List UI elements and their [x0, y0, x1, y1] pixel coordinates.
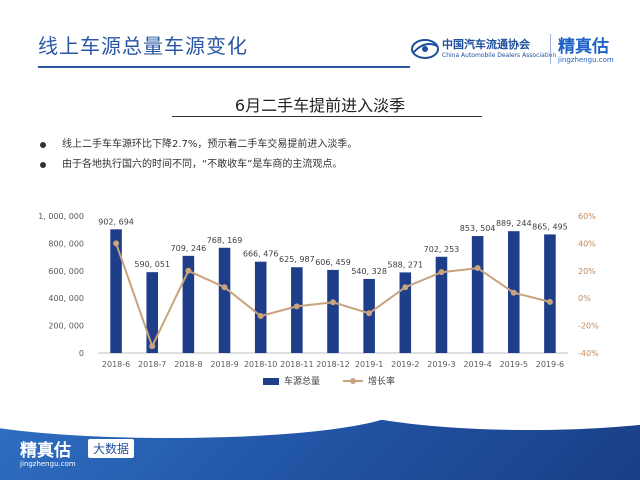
growth-point: [510, 289, 517, 296]
logo-divider: [550, 34, 551, 64]
y-left-tick-label: 200, 000: [48, 322, 84, 331]
y-right-tick-label: -20%: [578, 322, 599, 331]
growth-point: [257, 313, 264, 320]
x-tick-label: 2018-7: [138, 360, 166, 369]
bullet-item: 线上二手车车源环比下降2.7%，预示着二手车交易提前进入淡季。: [40, 138, 357, 158]
bar-data-label: 606, 459: [315, 258, 351, 267]
bar-data-label: 666, 476: [243, 250, 279, 259]
bar: [291, 267, 303, 353]
jingzhengu-logo: 精真估 jingzhengu.com: [558, 32, 614, 64]
bar-data-label: 853, 504: [460, 224, 496, 233]
growth-point: [330, 299, 336, 306]
bar: [218, 247, 231, 353]
legend-line-marker: [350, 378, 356, 384]
y-right-tick-label: 0%: [578, 294, 591, 303]
bar-data-label: 709, 246: [171, 244, 207, 253]
y-left-tick-label: 800, 000: [48, 239, 84, 248]
legend-bar-swatch: [263, 378, 279, 385]
caada-logo: 中国汽车流通协会 China Automobile Dealers Associ…: [410, 34, 556, 66]
x-tick-label: 2019-2: [391, 360, 419, 369]
bar: [471, 236, 484, 353]
footer-logo-en: jingzhengu.com: [20, 460, 76, 468]
footer-logo-cn: 精真估: [20, 441, 71, 461]
x-tick-label: 2018-6: [102, 360, 130, 369]
y-left-tick-label: 400, 000: [48, 294, 84, 303]
bar-data-label: 702, 253: [424, 245, 460, 254]
bar: [399, 272, 412, 353]
bar-data-label: 768, 169: [207, 236, 243, 245]
x-tick-label: 2018-8: [174, 360, 202, 369]
bullet-dot-icon: [40, 142, 46, 148]
bar: [146, 272, 159, 353]
x-tick-label: 2019-6: [536, 360, 564, 369]
bar-data-label: 889, 244: [496, 219, 532, 228]
bullet-text: 由于各地执行国六的时间不同，“不敢收车”是车商的主流观点。: [62, 159, 343, 170]
growth-point: [546, 298, 553, 305]
x-tick-label: 2019-4: [463, 360, 491, 369]
y-left-tick-label: 1, 000, 000: [38, 212, 84, 221]
bar: [110, 229, 122, 353]
x-tick-label: 2019-5: [500, 360, 528, 369]
bar: [435, 256, 448, 353]
legend-label: 增长率: [368, 375, 395, 387]
bar: [327, 269, 339, 353]
jingzhengu-logo-cn: 精真估: [558, 37, 609, 57]
bar-data-label: 590, 051: [134, 260, 170, 269]
caada-emblem-icon: [411, 39, 439, 59]
bar-data-label: 902, 694: [98, 217, 134, 226]
bullet-dot-icon: [40, 162, 46, 168]
bar-data-label: 540, 328: [351, 267, 387, 276]
x-tick-label: 2018-11: [280, 360, 313, 369]
x-tick-label: 2019-3: [427, 360, 455, 369]
bar: [182, 255, 195, 353]
footer-badge: 大数据: [88, 439, 135, 458]
x-tick-label: 2019-1: [355, 360, 383, 369]
y-right-tick-label: 60%: [578, 212, 596, 221]
growth-point: [113, 240, 120, 247]
y-right-tick-label: 40%: [578, 239, 596, 248]
bar-data-label: 625, 987: [279, 255, 315, 264]
legend-label: 车源总量: [284, 375, 320, 387]
caada-name-en: China Automobile Dealers Association: [442, 52, 557, 59]
growth-point: [149, 343, 156, 350]
title-underline: [38, 66, 410, 68]
bar: [544, 234, 556, 353]
caada-name-cn: 中国汽车流通协会: [442, 38, 530, 51]
page-title: 线上车源总量车源变化: [38, 34, 248, 58]
slide-subtitle: 6月二手车提前进入淡季: [234, 96, 406, 115]
bullet-list: 线上二手车车源环比下降2.7%，预示着二手车交易提前进入淡季。 由于各地执行国六…: [40, 138, 357, 178]
y-right-tick-label: -40%: [578, 349, 599, 358]
x-tick-label: 2018-12: [316, 360, 349, 369]
growth-point: [185, 267, 192, 274]
growth-point: [221, 284, 228, 291]
bullet-text: 线上二手车车源环比下降2.7%，预示着二手车交易提前进入淡季。: [62, 139, 358, 150]
footer-wave: [0, 408, 400, 438]
growth-point: [366, 310, 373, 317]
y-left-tick-label: 0: [79, 349, 84, 358]
bullet-item: 由于各地执行国六的时间不同，“不敢收车”是车商的主流观点。: [40, 158, 357, 178]
x-tick-label: 2018-10: [244, 360, 277, 369]
growth-point: [402, 284, 409, 291]
bar: [254, 261, 267, 353]
subtitle-underline: [172, 116, 482, 117]
bar-data-label: 588, 271: [387, 260, 423, 269]
jingzhengu-logo-en: jingzhengu.com: [558, 56, 614, 64]
combo-chart: 0 200, 000 400, 000 600, 000 800, 000 1, 000,…: [38, 212, 599, 387]
bar-data-label: 865, 495: [532, 222, 568, 231]
y-right-tick-label: 20%: [578, 267, 596, 276]
growth-point: [293, 303, 300, 310]
footer-logo: 精真估 jingzhengu.com: [20, 436, 76, 468]
growth-point: [438, 269, 445, 276]
y-left-tick-label: 600, 000: [48, 267, 84, 276]
growth-point: [474, 265, 481, 272]
x-tick-label: 2018-9: [210, 360, 238, 369]
